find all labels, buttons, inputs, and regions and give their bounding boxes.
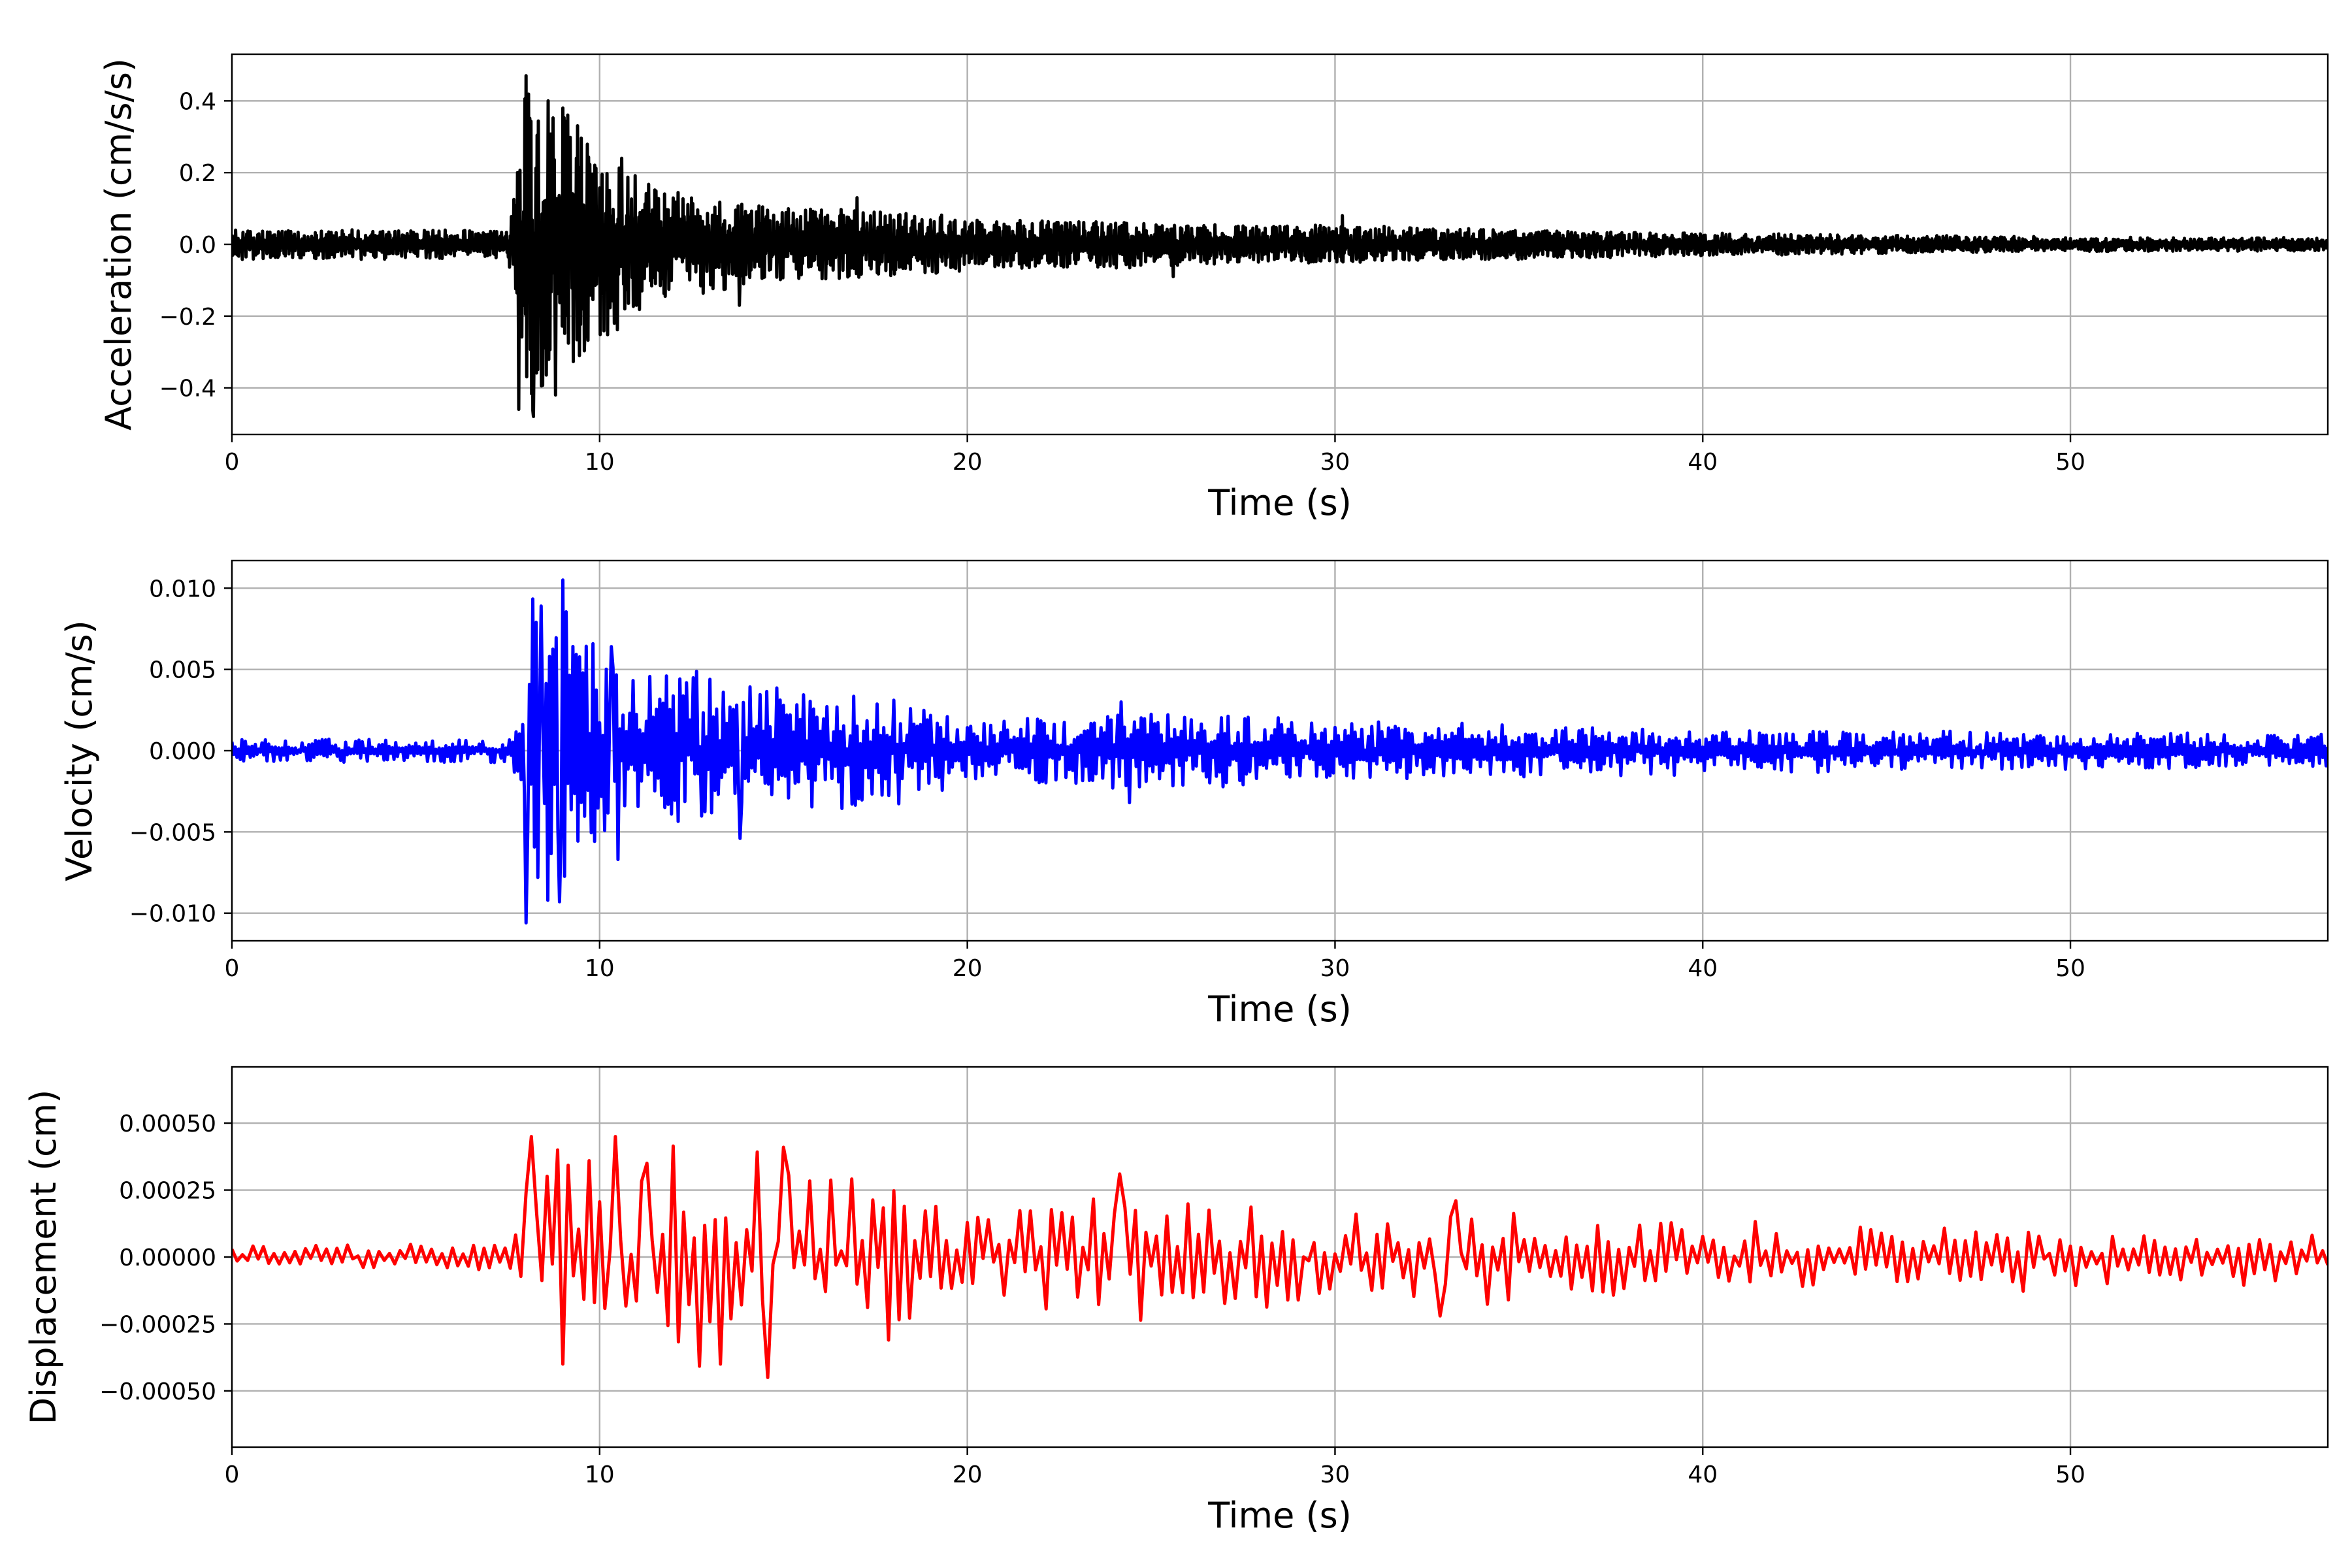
- y-tick-label: 0.00025: [119, 1178, 216, 1205]
- x-tick-label: 0: [225, 1462, 240, 1488]
- y-axis-label: Acceleration (cm/s/s): [98, 58, 139, 431]
- x-tick-label: 20: [953, 449, 983, 476]
- x-tick-label: 50: [2055, 1462, 2085, 1488]
- x-tick-label: 20: [953, 955, 983, 982]
- y-tick-label: −0.00050: [99, 1379, 216, 1405]
- x-axis-label: Time (s): [1207, 482, 1352, 523]
- y-tick-label: 0.00000: [119, 1245, 216, 1271]
- x-tick-label: 10: [585, 1462, 615, 1488]
- y-tick-label: 0.000: [149, 738, 216, 765]
- y-axis-label: Velocity (cm/s): [59, 620, 100, 881]
- x-tick-label: 0: [225, 449, 240, 476]
- acceleration-panel: 0 10 20 30 40 50 −0.4 −0.2 0.0 0.2 0.4 Time (s) Acce…: [98, 53, 2329, 523]
- y-tick-label: −0.010: [129, 901, 216, 928]
- x-tick-label: 30: [1320, 449, 1350, 476]
- y-tick-label: 0.0: [179, 232, 216, 259]
- acceleration-series-line: [232, 74, 2328, 418]
- x-tick-label: 10: [585, 449, 615, 476]
- displacement-panel: 0 10 20 30 40 50 −0.00050 −0.00025 0.00000 0.0002…: [23, 1066, 2329, 1536]
- y-tick-label: 0.010: [149, 576, 216, 602]
- x-tick-label: 40: [1688, 1462, 1718, 1488]
- y-tick-label: 0.00050: [119, 1111, 216, 1137]
- x-axis-label: Time (s): [1207, 1495, 1352, 1536]
- x-tick-label: 40: [1688, 449, 1718, 476]
- y-axis-label: Displacement (cm): [23, 1090, 64, 1425]
- velocity-panel: 0 10 20 30 40 50 −0.010 −0.005 0.000 0.005 0.010 Ti…: [59, 559, 2329, 1030]
- x-tick-label: 0: [225, 955, 240, 982]
- x-tick-label: 40: [1688, 955, 1718, 982]
- y-tick-label: 0.2: [179, 160, 216, 187]
- displacement-series-line: [232, 1135, 2328, 1379]
- y-tick-label: −0.4: [159, 376, 216, 402]
- x-tick-label: 50: [2055, 449, 2085, 476]
- x-axis-label: Time (s): [1207, 988, 1352, 1030]
- y-tick-label: −0.005: [129, 819, 216, 846]
- y-tick-label: −0.00025: [99, 1311, 216, 1338]
- velocity-series-line: [232, 578, 2328, 925]
- x-tick-label: 30: [1320, 1462, 1350, 1488]
- y-tick-label: 0.005: [149, 657, 216, 684]
- x-tick-label: 20: [953, 1462, 983, 1488]
- x-tick-label: 30: [1320, 955, 1350, 982]
- y-tick-label: −0.2: [159, 304, 216, 331]
- x-tick-label: 50: [2055, 955, 2085, 982]
- x-tick-label: 10: [585, 955, 615, 982]
- y-tick-label: 0.4: [179, 88, 216, 115]
